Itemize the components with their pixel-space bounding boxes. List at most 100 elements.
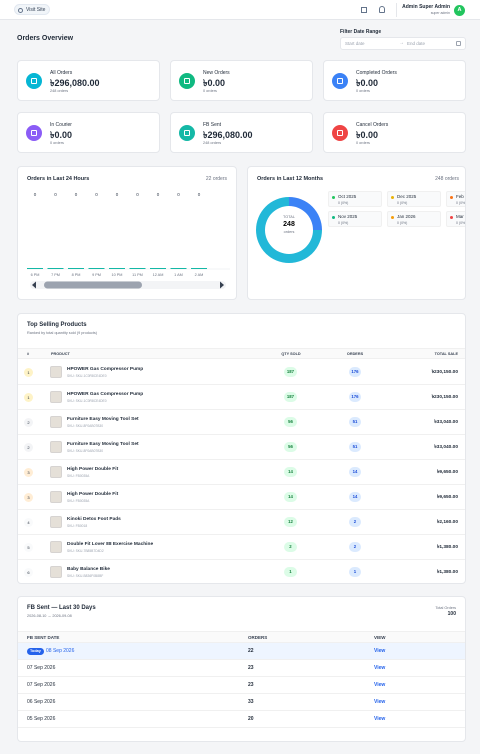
orders-pill: 2 [349, 517, 361, 527]
rank-badge: 2 [24, 443, 33, 452]
card-icon [26, 125, 42, 141]
table-row: 05 Sep 2026 20 View [18, 711, 465, 728]
table-row: 07 Sep 2026 23 View [18, 677, 465, 694]
table-row: 3 High Power Double Fit SKU: FB0035A 14 14 ৳9… [18, 460, 465, 485]
rank-badge: 6 [24, 568, 33, 577]
view-link[interactable]: View [374, 699, 386, 705]
table-row: 2 Furniture Easy Moving Tool Set SKU: SKU-… [18, 410, 465, 435]
card-label: New Orders [203, 70, 230, 76]
panel-count: 248 orders [435, 176, 459, 182]
legend-item: Nov 2025 0 (0%) [328, 211, 382, 227]
card-sub: 0 orders [356, 141, 370, 145]
icon-glyph [31, 78, 37, 84]
value-label: 0 [75, 192, 78, 197]
value-label: 0 [54, 192, 57, 197]
card-label: In Courier [50, 122, 72, 128]
product-name: HPOWER Gas Compressor Pump [67, 392, 144, 397]
top-bar: Visit Site Admin Super Admin super admin A [0, 0, 480, 20]
card-sub: 0 orders [203, 89, 217, 93]
card-value: ৳0.00 [356, 78, 378, 88]
qty-pill: 56 [284, 417, 297, 427]
product-image [50, 466, 62, 478]
x-tick-label: 8 PM [72, 273, 81, 277]
stat-card: In Courier ৳0.00 0 orders [17, 112, 160, 153]
card-value: ৳0.00 [203, 78, 225, 88]
table-row: 1 HPOWER Gas Compressor Pump SKU: SKU-1C0R… [18, 360, 465, 385]
product-image [50, 516, 62, 528]
view-link[interactable]: View [374, 648, 386, 654]
fb-panel: FB Sent — Last 30 Days 2026-08-10 → 2026-… [17, 596, 466, 742]
legend-value: 0 (0%) [338, 221, 349, 225]
x-tick-label: 9 PM [92, 273, 101, 277]
product-name: Double Fit Lover 88 Exercise Machine [67, 542, 154, 547]
table-row: 06 Sep 2026 33 View [18, 694, 465, 711]
card-label: Cancel Orders [356, 122, 389, 128]
qty-pill: 12 [284, 517, 297, 527]
legend-item: Oct 2025 0 (0%) [328, 191, 382, 207]
view-link[interactable]: View [374, 682, 386, 688]
icon-glyph [31, 130, 37, 136]
column-header: ORDERS [346, 352, 364, 356]
card-label: Completed Orders [356, 70, 397, 76]
avatar[interactable]: A [454, 5, 465, 16]
product-sku: SKU: SKU-1C0R8CE4DE0 [67, 399, 107, 403]
view-link[interactable]: View [374, 716, 386, 722]
card-icon [332, 125, 348, 141]
x-tick-label: 11 PM [132, 273, 143, 277]
card-icon [26, 73, 42, 89]
products-panel: Top Selling Products Ranked by total quan… [17, 313, 466, 584]
product-sku: SKU: SKU-8F0AB07B30 [67, 424, 104, 428]
table-row: Today 08 Sep 2026 22 View [18, 643, 465, 660]
legend-label: Nov 2025 [338, 214, 358, 219]
total-sale: ৳9,650.00 [436, 495, 458, 500]
sent-date: 05 Sep 2026 [27, 716, 56, 722]
card-sub: 248 orders [203, 141, 222, 145]
calendar-icon [456, 41, 461, 46]
view-link[interactable]: View [374, 665, 386, 671]
legend-dot [332, 196, 335, 199]
icon-glyph [337, 78, 343, 84]
qty-pill: 187 [284, 367, 297, 377]
total-sale: ৳33,040.00 [434, 445, 458, 450]
start-date: Start date [345, 41, 365, 46]
legend-label: Feb 2026 [456, 194, 465, 199]
product-name: Furniture Easy Moving Tool Set [67, 417, 139, 422]
end-date: End date [407, 41, 426, 46]
date-range-input[interactable]: Start date → End date [340, 37, 466, 50]
x-tick-label: 12 AM [153, 273, 164, 277]
order-count: 23 [248, 682, 254, 688]
scrollbar-thumb [44, 281, 142, 289]
value-label: 0 [177, 192, 180, 197]
fullscreen-icon[interactable] [361, 7, 367, 13]
card-icon [179, 125, 195, 141]
scroll-left [32, 281, 36, 289]
table-row: 1 HPOWER Gas Compressor Pump SKU: SKU-1C0R… [18, 385, 465, 410]
scroll-right [220, 281, 224, 289]
card-icon [332, 73, 348, 89]
visit-site-button[interactable]: Visit Site [14, 4, 51, 15]
product-sku: SKU: FB0035A [67, 499, 90, 503]
product-name: HPOWER Gas Compressor Pump [67, 367, 144, 372]
table-row: 5 Double Fit Lover 88 Exercise Machine SKU… [18, 535, 465, 560]
chart: 0 6 PM 0 7 PM 0 8 PM 0 9 PM 0 10 PM 0 11 PM 0 12 AM 0 1… [27, 192, 230, 289]
orders-pill: 51 [349, 442, 361, 452]
filter-label: Filter Date Range [340, 29, 382, 35]
x-tick-label: 7 PM [51, 273, 60, 277]
qty-pill: 14 [284, 467, 297, 477]
legend-label: Dec 2025 [397, 194, 417, 199]
user-name: Admin Super Admin [402, 4, 450, 10]
product-sku: SKU: SKU-B836F0B8BF [67, 574, 104, 578]
bell-icon[interactable] [379, 6, 385, 13]
card-value: ৳296,080.00 [50, 78, 100, 88]
stat-card: All Orders ৳296,080.00 248 orders [17, 60, 160, 101]
sent-date: 07 Sep 2026 [27, 682, 56, 688]
total-sale: ৳9,650.00 [436, 470, 458, 475]
monthly-panel: Orders in Last 12 Months 248 orders TOTAL 2… [247, 166, 466, 300]
stat-card: Completed Orders ৳0.00 0 orders [323, 60, 466, 101]
card-value: ৳0.00 [50, 130, 72, 140]
orders-pill: 176 [349, 367, 361, 377]
total-sale: ৳33,040.00 [434, 420, 458, 425]
value-label: 0 [157, 192, 160, 197]
value-label: 0 [198, 192, 201, 197]
legend-dot [332, 216, 335, 219]
